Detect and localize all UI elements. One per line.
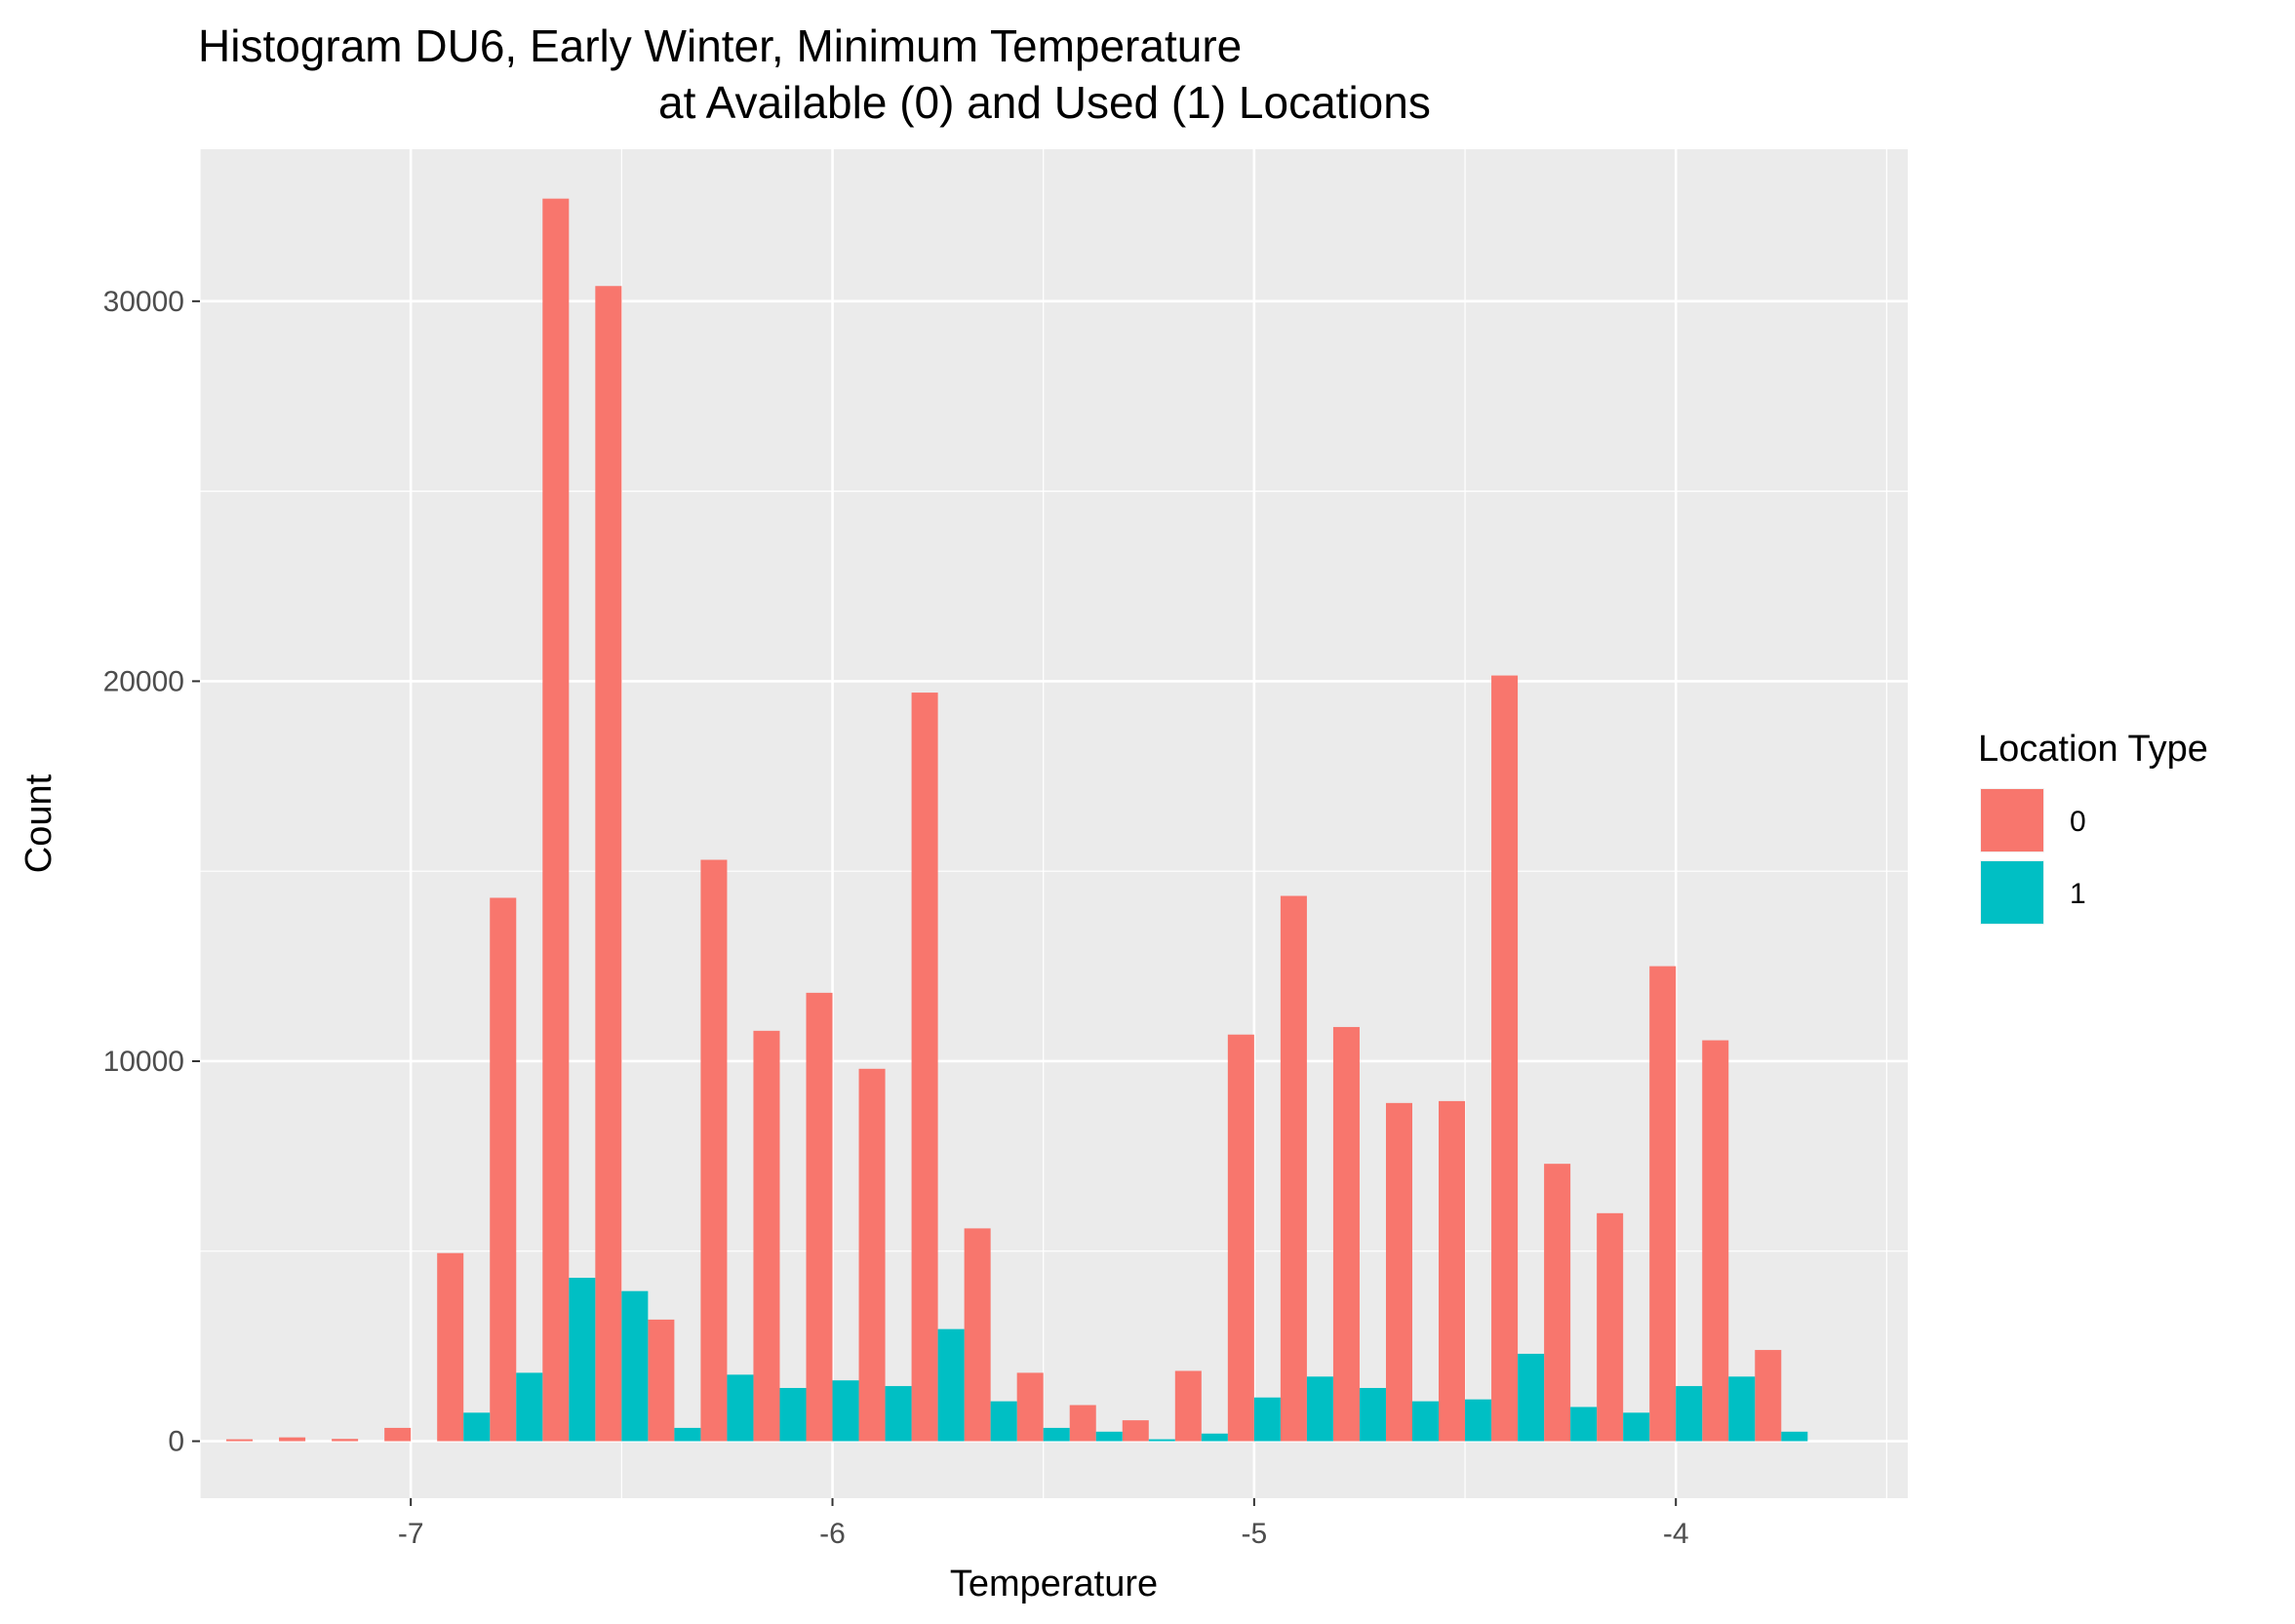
- bar-series-0: [1702, 1040, 1729, 1442]
- x-tick-label: -6: [819, 1518, 846, 1550]
- bar-series-0: [1755, 1350, 1782, 1442]
- x-axis: -7 -6 -5 -4: [398, 1498, 1689, 1550]
- bar-series-0: [1016, 1372, 1044, 1442]
- y-tick-label: 10000: [103, 1046, 184, 1078]
- bar-series-1: [1306, 1376, 1333, 1442]
- bar-series-0: [1439, 1100, 1466, 1442]
- bar-series-1: [1465, 1399, 1492, 1442]
- bar-series-1: [1411, 1401, 1440, 1442]
- bar-series-0: [1385, 1102, 1412, 1442]
- bar-series-1: [463, 1412, 491, 1442]
- y-axis: 0 10000 20000 30000: [103, 286, 200, 1458]
- bar-series-0: [964, 1228, 991, 1442]
- legend-label-0: 0: [2070, 806, 2086, 838]
- bar-series-0: [1227, 1034, 1254, 1442]
- x-axis-title: Temperature: [950, 1564, 1158, 1604]
- bar-series-0: [279, 1437, 306, 1442]
- bar-series-1: [516, 1372, 543, 1442]
- bar-series-0: [1332, 1026, 1360, 1442]
- bar-series-1: [727, 1374, 754, 1442]
- bar-series-0: [384, 1427, 412, 1442]
- y-tick-label: 0: [168, 1426, 184, 1458]
- legend-label-1: 1: [2070, 878, 2086, 910]
- bar-series-1: [1095, 1431, 1123, 1442]
- y-axis-title: Count: [19, 773, 59, 873]
- bar-series-0: [911, 693, 938, 1442]
- bar-series-1: [937, 1328, 965, 1442]
- bar-series-0: [753, 1030, 780, 1442]
- bar-series-1: [990, 1401, 1017, 1442]
- bar-series-1: [1728, 1376, 1756, 1442]
- bar-series-0: [1597, 1212, 1624, 1442]
- bars-layer: [226, 198, 1808, 1442]
- bar-series-1: [779, 1388, 807, 1442]
- bar-series-0: [542, 198, 570, 1442]
- bar-series-0: [332, 1439, 359, 1442]
- bar-series-0: [700, 859, 728, 1442]
- bar-series-1: [1518, 1353, 1545, 1442]
- bar-series-0: [1122, 1420, 1149, 1442]
- bar-series-1: [1253, 1397, 1281, 1442]
- bar-series-1: [1043, 1427, 1070, 1442]
- y-tick-label: 20000: [103, 665, 184, 697]
- x-tick-label: -5: [1242, 1518, 1268, 1550]
- legend-swatch-0: [1981, 789, 2043, 852]
- legend-swatch-1: [1981, 861, 2043, 924]
- bar-series-1: [1623, 1412, 1650, 1442]
- bar-series-1: [885, 1386, 912, 1442]
- bar-series-1: [1359, 1388, 1386, 1442]
- bar-series-0: [595, 286, 622, 1442]
- bar-series-1: [1201, 1433, 1228, 1442]
- legend: Location Type 0 1: [1978, 729, 2208, 925]
- bar-series-0: [490, 897, 517, 1442]
- bar-series-0: [226, 1439, 254, 1442]
- y-tick-label: 30000: [103, 286, 184, 318]
- bar-series-0: [1174, 1370, 1202, 1442]
- bar-series-0: [1544, 1164, 1571, 1442]
- bar-series-0: [858, 1068, 886, 1442]
- x-tick-label: -4: [1663, 1518, 1689, 1550]
- bar-series-0: [1649, 966, 1677, 1442]
- bar-series-0: [1280, 895, 1307, 1442]
- bar-series-0: [437, 1252, 464, 1442]
- bar-series-0: [648, 1319, 675, 1442]
- bar-series-1: [674, 1427, 701, 1442]
- bar-series-0: [806, 992, 833, 1442]
- bar-series-1: [1148, 1439, 1175, 1442]
- bar-series-1: [621, 1290, 649, 1442]
- legend-title: Location Type: [1978, 729, 2208, 770]
- bar-series-1: [832, 1380, 859, 1442]
- bar-series-1: [1676, 1386, 1703, 1442]
- bar-series-0: [1491, 675, 1519, 1442]
- bar-series-0: [1069, 1405, 1096, 1442]
- x-tick-label: -7: [398, 1518, 424, 1550]
- bar-series-1: [1570, 1406, 1598, 1442]
- bar-series-1: [569, 1278, 596, 1442]
- bar-series-1: [1781, 1431, 1808, 1442]
- chart-title: Histogram DU6, Early Winter, Minimum Tem…: [198, 20, 1242, 71]
- chart-subtitle: at Available (0) and Used (1) Locations: [658, 77, 1431, 128]
